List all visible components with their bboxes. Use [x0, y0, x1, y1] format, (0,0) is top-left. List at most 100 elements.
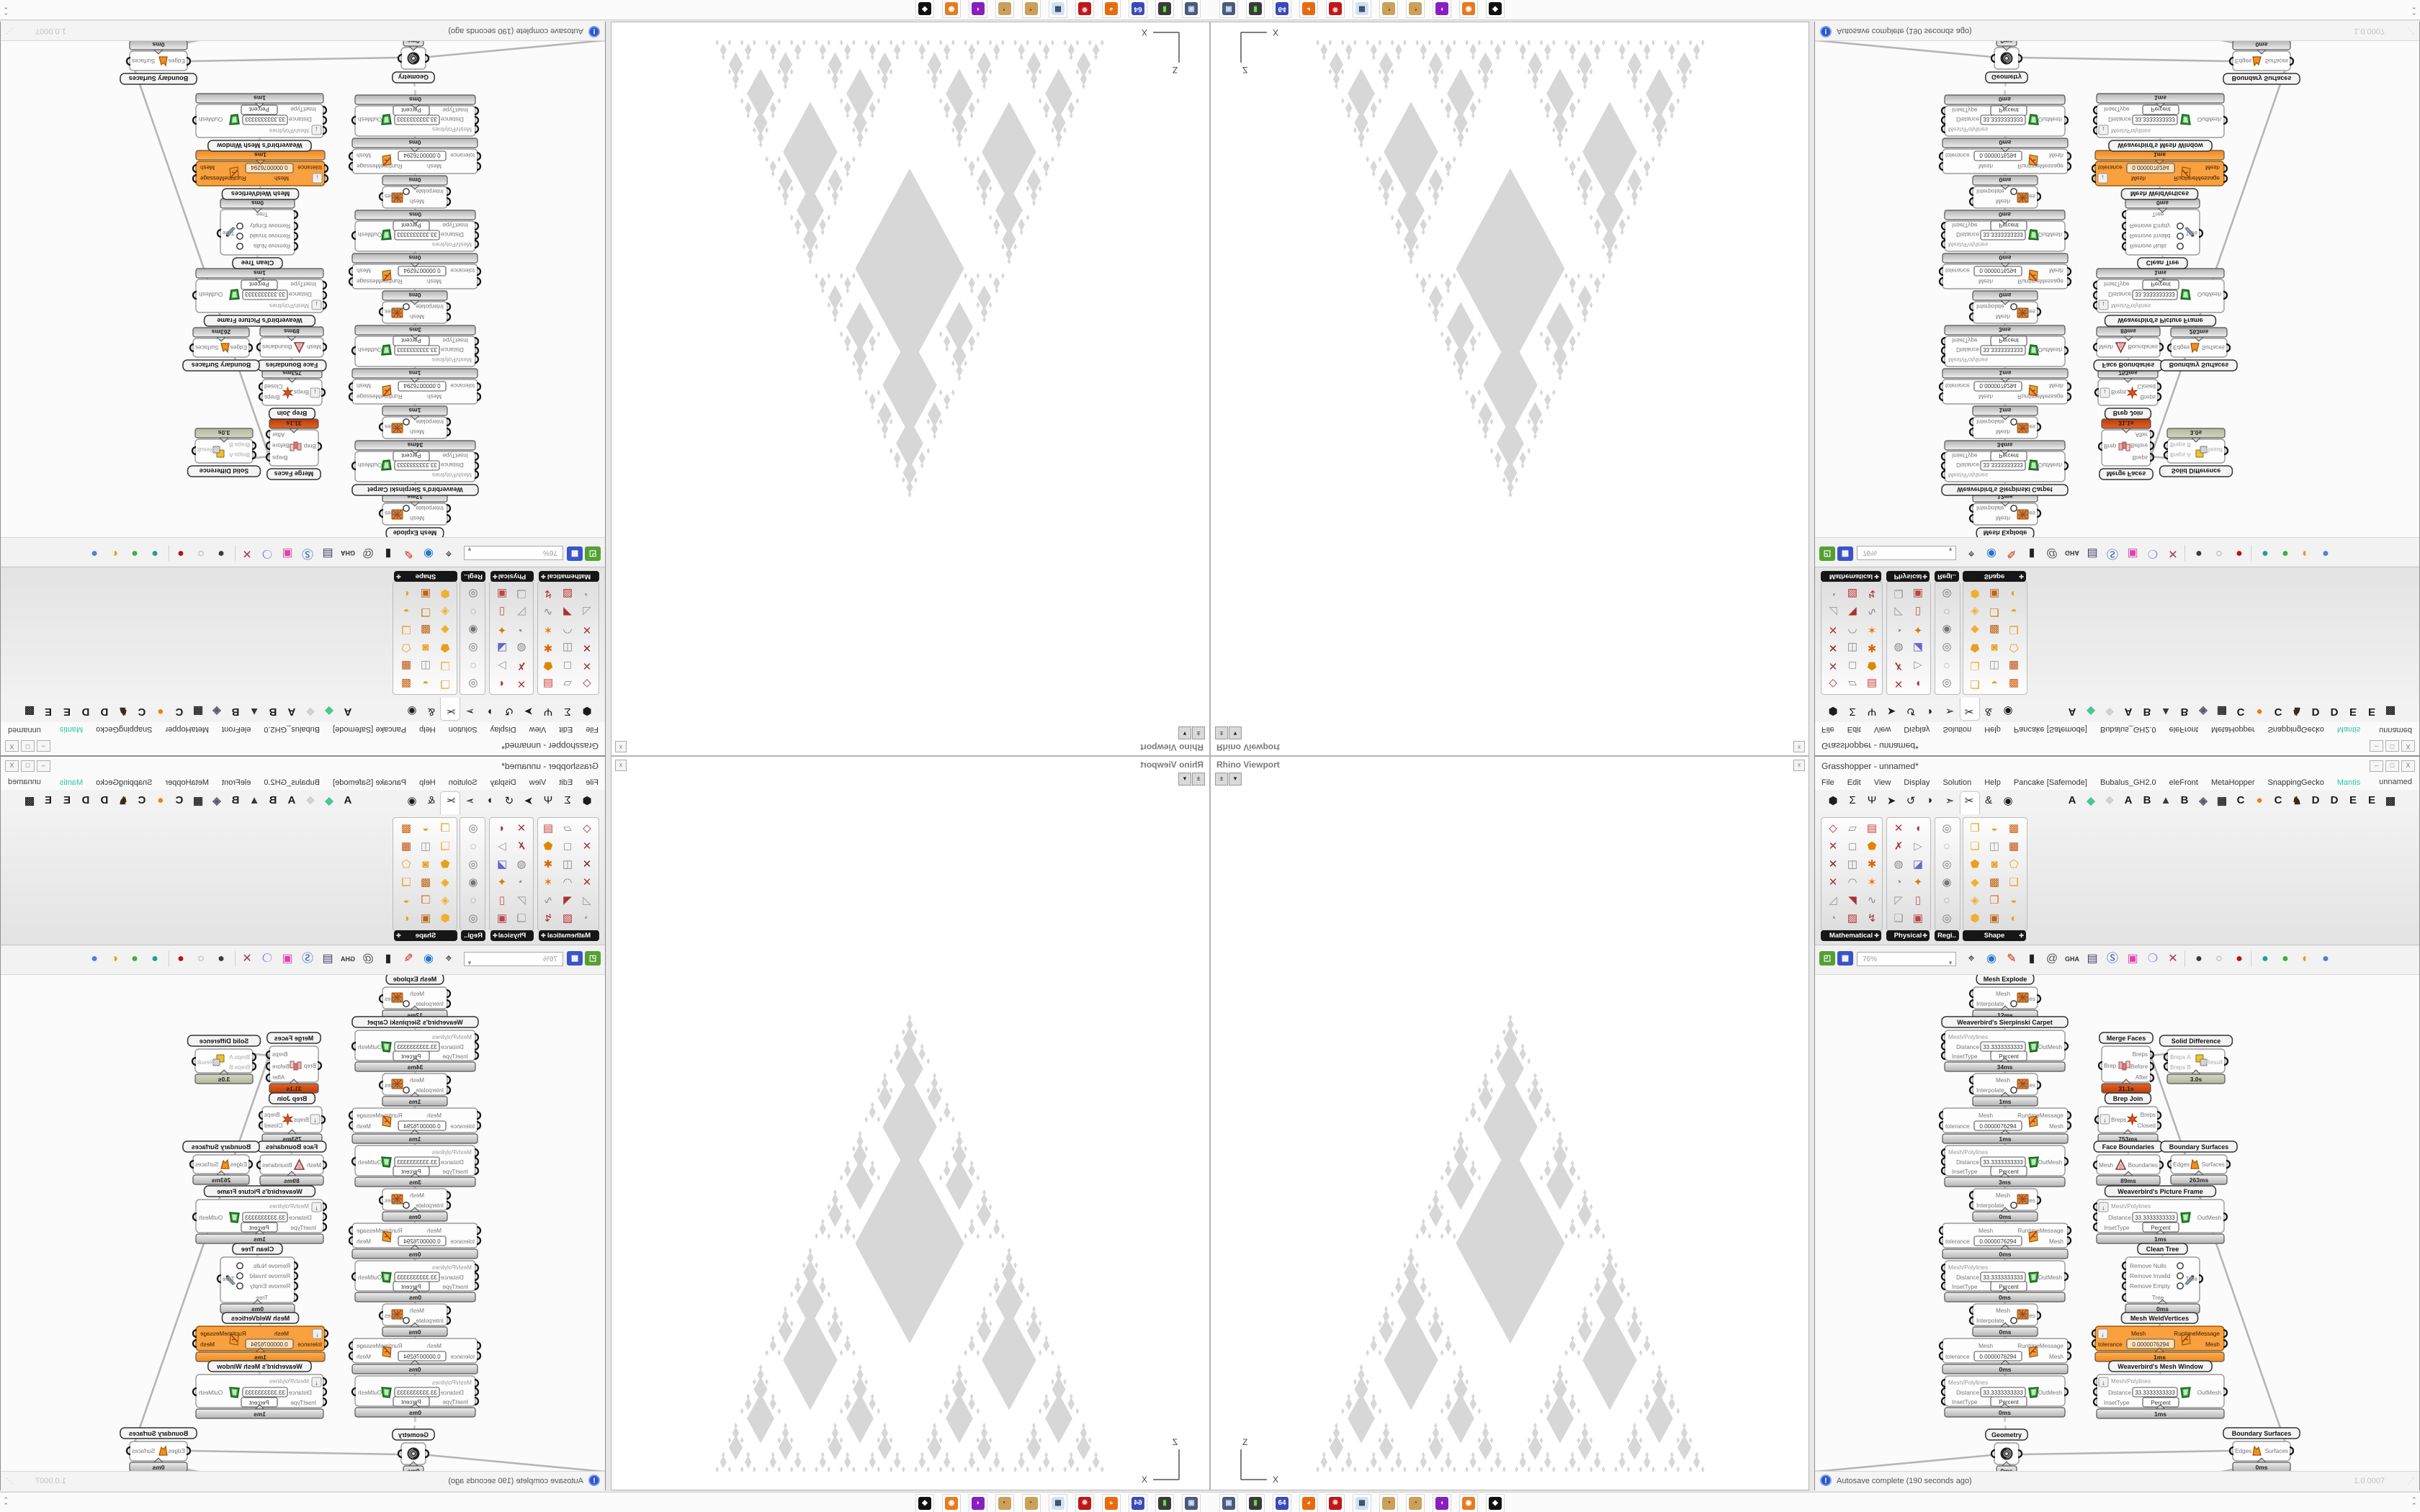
- component-icon[interactable]: ◻: [563, 840, 573, 852]
- firefox-icon[interactable]: ◕: [1102, 0, 1121, 18]
- drawer-tab-expand-icon[interactable]: ✚: [2019, 573, 2024, 580]
- paint-app2-icon[interactable]: ◔: [995, 1494, 1014, 1512]
- component-icon[interactable]: ◠: [1847, 876, 1857, 888]
- menu-item-metahopper[interactable]: MetaHopper: [2210, 778, 2255, 787]
- tab-e1[interactable]: E: [63, 794, 71, 806]
- tab-d2[interactable]: D: [2330, 706, 2339, 718]
- component-icon[interactable]: ◔: [1895, 624, 1902, 636]
- viewport-mode-icon[interactable]: ±: [1192, 773, 1205, 786]
- component-icon[interactable]: ✗: [516, 660, 526, 672]
- vector-icon[interactable]: ➤: [1886, 795, 1896, 807]
- drawer-tab-expand-icon[interactable]: ✚: [2019, 932, 2024, 939]
- tab-d2[interactable]: D: [2330, 794, 2339, 806]
- mesh-icon[interactable]: ➣: [465, 795, 475, 807]
- red-app-icon[interactable]: ✹: [1075, 1494, 1094, 1512]
- blender-icon[interactable]: ◉: [1459, 0, 1478, 18]
- menu-item-pancake-safemode-[interactable]: Pancake [Safemode]: [333, 778, 407, 787]
- menu-item-bubalus-gh2-0[interactable]: Bubalus_GH2.0: [2099, 778, 2156, 787]
- menu-item-view[interactable]: View: [1873, 778, 1891, 787]
- component-icon[interactable]: ▣: [420, 912, 431, 924]
- gh-node[interactable]: Mesh RuntimeMessage tolerance 0.0000076294 M…: [348, 1107, 482, 1144]
- preview-shaded-icon[interactable]: ●: [2236, 547, 2243, 559]
- component-icon[interactable]: ◙: [422, 858, 429, 870]
- surface-icon[interactable]: ◗: [486, 794, 493, 806]
- tab-b1[interactable]: B: [2143, 794, 2151, 806]
- gh-node[interactable]: Mesh/Polylines Distance 33.3333333333 OutMe…: [351, 1260, 480, 1302]
- mat-orange-icon[interactable]: ◐: [2302, 953, 2309, 965]
- gh-node[interactable]: Face Boundaries Mesh Boundaries 89ms: [256, 326, 328, 372]
- sets-icon[interactable]: Ψ: [543, 706, 553, 718]
- component-icon[interactable]: ◎: [1942, 822, 1952, 834]
- component-icon[interactable]: ❐: [440, 822, 450, 834]
- component-icon[interactable]: ◎: [468, 588, 478, 600]
- mat-green-icon[interactable]: ●: [2282, 547, 2289, 559]
- component-icon[interactable]: ⬠: [2009, 642, 2019, 654]
- tab-bird[interactable]: ♞: [118, 705, 128, 717]
- viewport-mode-icon[interactable]: ±: [1215, 726, 1228, 739]
- component-icon[interactable]: ◉: [468, 624, 478, 636]
- focus-icon[interactable]: ⌖: [445, 953, 452, 965]
- tab-c1[interactable]: C: [175, 706, 184, 718]
- menu-item-file[interactable]: File: [586, 725, 599, 734]
- drawer-tab-expand-icon[interactable]: ✚: [396, 932, 401, 939]
- tray-expand-icon[interactable]: ⌃ ⌃: [2411, 1496, 2417, 1509]
- component-icon[interactable]: ⬟: [543, 840, 553, 852]
- bulb-icon[interactable]: ❍: [2147, 953, 2159, 965]
- component-icon[interactable]: ◎: [1942, 642, 1952, 654]
- params-icon[interactable]: ⬢: [1828, 705, 1838, 717]
- menu-item-snappinggecko[interactable]: SnappingGecko: [96, 778, 153, 787]
- tab-flower[interactable]: ❖: [2105, 705, 2115, 717]
- gh-node[interactable]: Boundary Surfaces Edges Surfaces 263ms: [182, 1140, 260, 1185]
- gh-node[interactable]: Mesh RuntimeMessage tolerance 0.0000076294 M…: [1938, 1338, 2072, 1374]
- gh-node[interactable]: Boundary Surfaces Edges Surfaces 263ms: [2160, 327, 2238, 372]
- gh-node[interactable]: Mesh Explode Mesh Interpolate Faces 12ms: [1968, 492, 2042, 539]
- gh-node[interactable]: Mesh RuntimeMessage tolerance 0.0000076294 M…: [1938, 1223, 2072, 1259]
- preview-shaded-icon[interactable]: ●: [2236, 953, 2243, 965]
- node-canvas[interactable]: Mesh Explode Mesh Interpolate Faces 12ms Weav…: [1814, 973, 2419, 1476]
- gh-node[interactable]: Face Boundaries Mesh Boundaries 89ms: [2092, 1140, 2164, 1186]
- component-icon[interactable]: ▯: [1914, 894, 1922, 906]
- gh-node[interactable]: Mesh RuntimeMessage tolerance 0.0000076294 M…: [348, 1338, 482, 1374]
- tray-expand-icon[interactable]: ⌃ ⌃: [3, 3, 9, 16]
- tab-flower[interactable]: ❖: [2105, 795, 2115, 807]
- menu-item-elefront[interactable]: eleFront: [222, 778, 251, 787]
- component-icon[interactable]: ✶: [1867, 876, 1877, 888]
- tab-dots[interactable]: ▩: [2385, 705, 2396, 717]
- component-icon[interactable]: ▩: [420, 876, 431, 888]
- component-icon[interactable]: ✕: [1894, 678, 1904, 690]
- vector-icon[interactable]: ➤: [1886, 705, 1896, 717]
- transform-icon[interactable]: &: [1984, 794, 1992, 806]
- tab-e2[interactable]: E: [2367, 794, 2375, 806]
- tab-c1[interactable]: C: [2236, 706, 2245, 718]
- menu-item-bubalus-gh2-0[interactable]: Bubalus_GH2.0: [264, 778, 321, 787]
- gh-node[interactable]: Mesh RuntimeMessage tolerance 0.0000076294 M…: [1938, 253, 2072, 289]
- component-icon[interactable]: ⬢: [1970, 588, 1980, 600]
- component-icon[interactable]: ◪: [1912, 642, 1924, 654]
- component-icon[interactable]: ◒: [1991, 678, 1998, 690]
- menu-item-display[interactable]: Display: [1904, 778, 1930, 787]
- component-icon[interactable]: ▤: [1866, 678, 1878, 690]
- camera-icon[interactable]: ▮: [2028, 953, 2035, 965]
- component-icon[interactable]: ◥: [1848, 894, 1857, 906]
- minimize-button[interactable]: –: [37, 760, 50, 772]
- display-icon[interactable]: ◉: [407, 795, 417, 807]
- component-icon[interactable]: ❏: [516, 588, 526, 600]
- gh-node[interactable]: Clean Tree Remove Nulls Remove Invalid Remo…: [216, 1243, 299, 1314]
- gha-icon[interactable]: GHA: [341, 955, 355, 963]
- drawer-tab-regi[interactable]: Regi..: [1935, 930, 1959, 941]
- intersect-icon[interactable]: ✂: [1964, 795, 1974, 807]
- gh-node[interactable]: Mesh WeldVertices ↓ Mesh RuntimeMessage tole…: [2091, 150, 2228, 200]
- gh-node[interactable]: Geometry 0ms: [392, 36, 435, 84]
- component-icon[interactable]: ✗: [1894, 660, 1904, 672]
- camera-icon[interactable]: ▮: [2028, 547, 2035, 559]
- component-icon[interactable]: ▯: [1914, 606, 1922, 618]
- tab-a1[interactable]: A: [344, 794, 352, 806]
- tab-b2[interactable]: B: [2180, 794, 2189, 806]
- component-icon[interactable]: ◔: [518, 624, 525, 636]
- component-icon[interactable]: ◎: [468, 858, 478, 870]
- gh-node[interactable]: Geometry 0ms: [1985, 36, 2028, 84]
- component-icon[interactable]: ⬟: [543, 660, 553, 672]
- calculator-icon[interactable]: ▦: [1353, 1494, 1371, 1512]
- preview-off-icon[interactable]: ●: [2195, 953, 2202, 965]
